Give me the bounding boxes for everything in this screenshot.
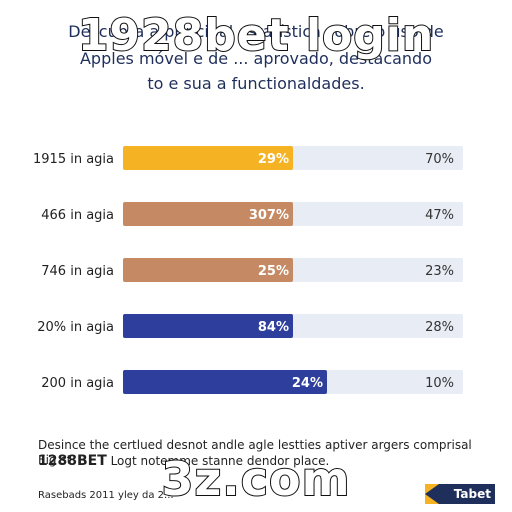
chart-title-line-1: Descubra a principal estatística sobre o… [68, 22, 444, 41]
bar-value-label: 29% [258, 152, 289, 167]
footer-brand-line: 1288BET Logt notemme stanne dendor place… [38, 454, 478, 469]
bar [123, 202, 293, 226]
brand-logo[interactable]: Tabet [425, 484, 495, 504]
bar [123, 370, 327, 394]
brand-logo-icon [425, 484, 439, 504]
bar-value-label: 24% [292, 376, 323, 391]
bar [123, 146, 293, 170]
chart-title-line-3: to e sua a functionaldades. [147, 74, 365, 93]
right-percent-label: 23% [425, 264, 454, 279]
footer-note: Desince the certlued desnot andle agle l… [38, 438, 472, 467]
footer-brand-text: Logt notemme stanne dendor place. [106, 454, 330, 468]
watermark-top: 1928bet login [77, 9, 435, 62]
category-label: 1915 in agia [33, 152, 114, 167]
chart-title-line-2: Apples móvel e de ... aprovado, destacan… [79, 49, 432, 68]
bar-value-label: 84% [258, 320, 289, 335]
right-percent-label: 10% [425, 376, 454, 391]
right-percent-label: 28% [425, 320, 454, 335]
footer-brand-name: 1288BET [38, 453, 107, 469]
category-label: 200 in agia [41, 376, 114, 391]
category-label: 20% in agia [37, 320, 114, 335]
category-label: 746 in agia [41, 264, 114, 279]
category-label: 466 in agia [41, 208, 114, 223]
footer-source: Rasebads 2011 yley da 2... [38, 490, 174, 501]
bar-value-label: 307% [249, 208, 289, 223]
brand-logo-label: Tabet [453, 487, 491, 501]
bar-value-label: 25% [258, 264, 289, 279]
bar [123, 258, 293, 282]
watermark-bottom: 3z.com [160, 451, 351, 507]
bar [123, 314, 293, 338]
right-percent-label: 47% [425, 208, 454, 223]
right-percent-label: 70% [425, 152, 454, 167]
